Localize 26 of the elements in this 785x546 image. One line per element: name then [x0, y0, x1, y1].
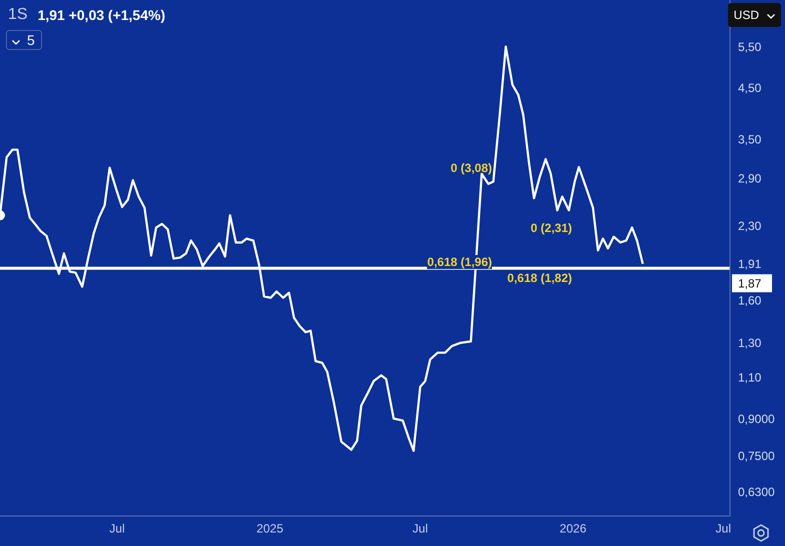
y-tick-label: 2,90: [738, 171, 762, 186]
y-tick-label: 0,7500: [738, 449, 776, 464]
y-tick-label: 1,30: [738, 336, 762, 350]
y-tick-label: 1,91: [738, 257, 762, 272]
text: USD: [728, 3, 781, 27]
y-tick-label: 0,9000: [738, 412, 776, 426]
y-tick-label: 1,60: [738, 294, 762, 308]
y-tick-label: 4,50: [738, 81, 762, 96]
text: 1,91 +0,03 (+1,54%): [38, 7, 166, 23]
y-tick-label: 2,30: [738, 218, 762, 233]
x-tick-label: 2026: [560, 522, 587, 536]
y-tick-label: 5,50: [738, 40, 762, 54]
annotation: 0,618 (1,96): [427, 255, 492, 269]
y-tick-label: 1,10: [738, 370, 762, 385]
annotation: 0 (2,31): [530, 221, 572, 235]
x-tick-label: Jul: [412, 522, 428, 536]
y-tick-label: 3,50: [738, 132, 762, 147]
x-tick-label: 2025: [256, 522, 284, 536]
annotation: 0,618 (1,82): [507, 271, 572, 285]
x-tick-label: Jul: [109, 522, 125, 536]
ref-line-label: 1,87: [738, 276, 762, 290]
annotation: 0 (3,08): [450, 161, 492, 175]
chart-title: 1S: [8, 6, 28, 24]
y-tick-label: 0,6300: [738, 485, 776, 500]
annotation: 5: [6, 30, 42, 50]
x-tick-label: Jul: [716, 522, 732, 536]
